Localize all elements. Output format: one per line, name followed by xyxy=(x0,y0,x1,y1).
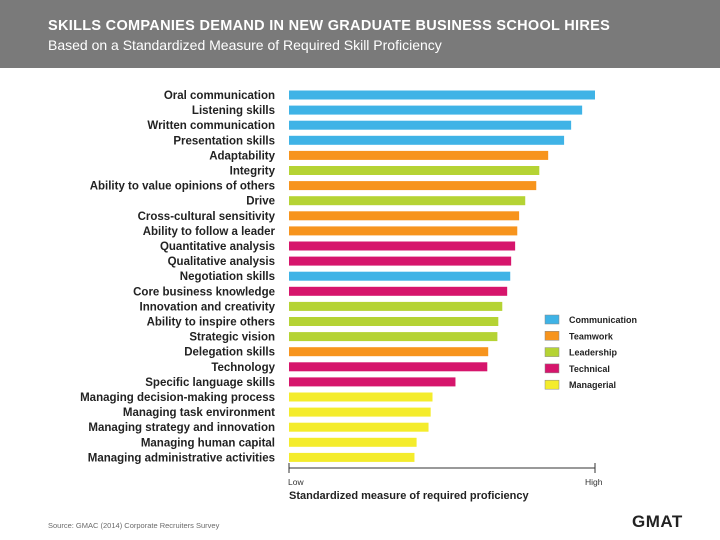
header-banner: SKILLS COMPANIES DEMAND IN NEW GRADUATE … xyxy=(0,0,720,68)
bar-label-core-business-knowledge: Core business knowledge xyxy=(133,286,275,298)
bar-adaptability xyxy=(289,150,549,160)
bar-label-integrity: Integrity xyxy=(230,166,276,178)
bar-label-negotiation-skills: Negotiation skills xyxy=(180,271,275,283)
bar-label-written-communication: Written communication xyxy=(147,120,275,132)
gmat-logo: GMAT xyxy=(632,512,683,531)
bar-ability-to-inspire-others xyxy=(289,317,499,326)
bar-label-delegation-skills: Delegation skills xyxy=(184,347,275,359)
legend-label-leadership: Leadership xyxy=(569,348,618,358)
legend-swatch-teamwork xyxy=(544,331,560,341)
bar-presentation-skills xyxy=(289,135,565,145)
bar-technology xyxy=(289,362,488,372)
bar-label-ability-to-value-opinions-of-others: Ability to value opinions of others xyxy=(90,181,275,193)
bar-label-managing-strategy-and-innovation: Managing strategy and innovation xyxy=(88,422,275,434)
bar-written-communication xyxy=(289,120,572,130)
bar-label-presentation-skills: Presentation skills xyxy=(173,135,275,147)
legend-swatch-communication xyxy=(544,314,560,325)
bar-qualitative-analysis xyxy=(289,256,512,266)
legend-label-managerial: Managerial xyxy=(569,380,616,390)
bar-ability-to-follow-a-leader xyxy=(289,226,518,236)
bar-label-quantitative-analysis: Quantitative analysis xyxy=(160,241,275,253)
bar-cross-cultural-sensitivity xyxy=(289,211,520,221)
bar-label-adaptability: Adaptability xyxy=(209,150,275,162)
chart-subtitle: Based on a Standardized Measure of Requi… xyxy=(48,37,442,53)
bar-drive xyxy=(289,196,526,206)
bar-managing-administrative-activities xyxy=(289,452,415,462)
x-tick-label-low: Low xyxy=(288,477,304,487)
bar-label-qualitative-analysis: Qualitative analysis xyxy=(168,256,275,268)
bar-label-strategic-vision: Strategic vision xyxy=(189,332,275,344)
legend-swatch-leadership xyxy=(544,347,560,357)
bar-label-managing-human-capital: Managing human capital xyxy=(141,437,275,449)
bar-specific-language-skills xyxy=(289,377,456,387)
chart-title: SKILLS COMPANIES DEMAND IN NEW GRADUATE … xyxy=(48,18,611,34)
x-tick-label-high: High xyxy=(585,477,603,487)
bar-label-technology: Technology xyxy=(211,362,275,374)
bar-listening-skills xyxy=(289,105,583,115)
bar-label-oral-communication: Oral communication xyxy=(164,90,275,102)
x-axis-label: Standardized measure of required profici… xyxy=(289,490,530,502)
source-note: Source: GMAC (2014) Corporate Recruiters… xyxy=(48,521,220,530)
bar-managing-decision-making-process xyxy=(289,392,433,402)
legend-swatch-managerial xyxy=(544,379,560,390)
bar-managing-human-capital xyxy=(289,437,417,447)
legend-label-teamwork: Teamwork xyxy=(569,331,614,341)
bar-delegation-skills xyxy=(289,347,489,357)
bar-label-managing-administrative-activities: Managing administrative activities xyxy=(88,452,275,464)
bar-negotiation-skills xyxy=(289,271,511,281)
bar-label-cross-cultural-sensitivity: Cross-cultural sensitivity xyxy=(138,211,276,223)
legend-label-communication: Communication xyxy=(569,315,637,325)
bar-integrity xyxy=(289,166,540,175)
bar-label-ability-to-inspire-others: Ability to inspire others xyxy=(147,317,275,329)
bar-managing-strategy-and-innovation xyxy=(289,422,429,432)
legend-swatch-technical xyxy=(544,363,560,374)
bar-strategic-vision xyxy=(289,332,498,342)
bar-label-managing-decision-making-process: Managing decision-making process xyxy=(80,392,275,404)
bar-label-ability-to-follow-a-leader: Ability to follow a leader xyxy=(143,226,276,238)
bar-label-managing-task-environment: Managing task environment xyxy=(123,407,275,419)
bar-core-business-knowledge xyxy=(289,286,508,296)
bar-managing-task-environment xyxy=(289,407,431,417)
bar-label-innovation-and-creativity: Innovation and creativity xyxy=(140,301,276,313)
bar-oral-communication xyxy=(289,90,595,100)
bar-quantitative-analysis xyxy=(289,241,516,251)
bar-label-specific-language-skills: Specific language skills xyxy=(145,377,275,389)
bar-label-drive: Drive xyxy=(246,196,275,208)
bar-ability-to-value-opinions-of-others xyxy=(289,181,537,191)
legend-label-technical: Technical xyxy=(569,364,610,374)
bar-innovation-and-creativity xyxy=(289,301,503,311)
bar-label-listening-skills: Listening skills xyxy=(192,105,275,117)
